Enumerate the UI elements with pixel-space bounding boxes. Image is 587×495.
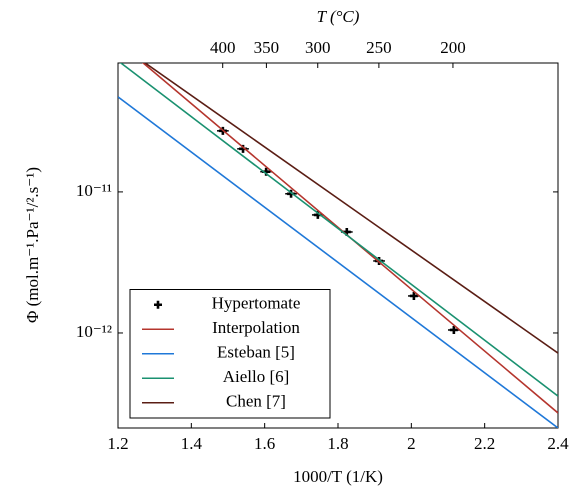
data-point — [449, 325, 458, 334]
series-line — [143, 63, 558, 354]
top-tick-label: 400 — [210, 38, 236, 57]
top-tick-label: 350 — [254, 38, 280, 57]
x-axis-title: 1000/T (1/K) — [293, 467, 383, 486]
legend-label: Aiello [6] — [223, 367, 290, 386]
plot-area — [118, 63, 558, 428]
x-tick-label: 2.4 — [547, 434, 569, 453]
legend-label: Hypertomate — [212, 294, 301, 313]
x-tick-label: 2.2 — [474, 434, 495, 453]
y-tick-label: 10⁻¹² — [76, 322, 112, 341]
legend-marker — [154, 300, 162, 309]
data-point — [409, 291, 418, 300]
legend-label: Interpolation — [212, 318, 300, 337]
legend-label: Esteban [5] — [217, 343, 295, 362]
top-tick-label: 200 — [440, 38, 466, 57]
x-tick-label: 1.4 — [181, 434, 203, 453]
x-tick-label: 1.6 — [254, 434, 275, 453]
top-tick-label: 250 — [366, 38, 392, 57]
x-tick-label: 2 — [407, 434, 416, 453]
series-line — [118, 96, 558, 428]
top-axis-title: T (°C) — [317, 7, 360, 26]
y-axis-title: Φ (mol.m⁻¹.Pa⁻¹/².s⁻¹) — [23, 167, 42, 323]
x-tick-label: 1.2 — [107, 434, 128, 453]
series-line — [119, 63, 558, 397]
series-line — [141, 63, 558, 414]
legend-label: Chen [7] — [226, 392, 286, 411]
x-tick-label: 1.8 — [327, 434, 348, 453]
y-tick-label: 10⁻¹¹ — [76, 181, 112, 200]
top-tick-label: 300 — [305, 38, 331, 57]
